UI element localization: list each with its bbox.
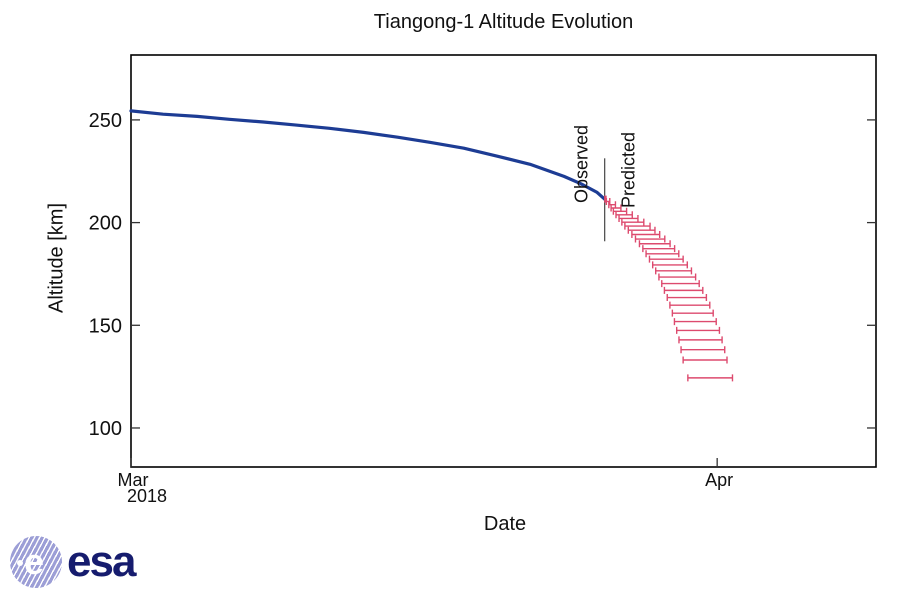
predicted-error-bar (621, 218, 645, 226)
final-reentry-window-bar (687, 374, 734, 382)
predicted-error-bar (642, 245, 676, 253)
predicted-error-bar (627, 226, 656, 234)
predicted-error-bar (666, 294, 708, 302)
predicted-error-bar (661, 280, 700, 288)
predicted-error-bar (671, 309, 714, 317)
x-tick-label: Mar (118, 470, 149, 490)
predicted-error-bar (651, 261, 688, 269)
observed-label: Observed (571, 124, 592, 204)
predicted-error-bar (663, 286, 704, 294)
y-tick-label: 200 (89, 213, 122, 235)
esa-globe-dot-icon (17, 560, 23, 566)
predicted-error-bar (669, 301, 711, 309)
predicted-error-bar (634, 235, 666, 243)
predicted-error-bar (615, 211, 633, 219)
predicted-error-bar (676, 326, 721, 334)
x-axis-label: Date (483, 513, 527, 535)
predicted-error-bar (608, 201, 617, 209)
predicted-error-bar (678, 336, 723, 344)
predicted-error-bar (682, 356, 728, 364)
observed-line (129, 109, 607, 201)
predicted-error-bar (655, 267, 693, 275)
predicted-error-bar (673, 318, 717, 326)
predicted-error-bar (658, 273, 697, 281)
esa-logo: e esa (10, 535, 136, 589)
plot-frame (130, 54, 877, 468)
y-tick-label: 100 (89, 418, 122, 440)
x-tick-label: Apr (705, 470, 733, 490)
predicted-error-bar (618, 214, 639, 222)
predicted-error-bar (631, 231, 661, 239)
chart-title: Tiangong-1 Altitude Evolution (373, 11, 634, 33)
predicted-error-bar (648, 255, 684, 263)
predicted-error-bar (624, 222, 651, 230)
esa-globe-icon: e (10, 536, 62, 588)
predicted-error-bar (638, 240, 671, 248)
esa-wordmark: esa (67, 537, 136, 586)
x-tick-year-label: 2018 (127, 486, 167, 506)
predicted-label: Predicted (618, 131, 639, 209)
y-tick-label: 250 (89, 110, 122, 132)
y-tick-label: 150 (89, 315, 122, 337)
predicted-error-bar (680, 346, 726, 354)
esa-globe-letter: e (24, 541, 45, 582)
predicted-error-bar (645, 250, 680, 258)
